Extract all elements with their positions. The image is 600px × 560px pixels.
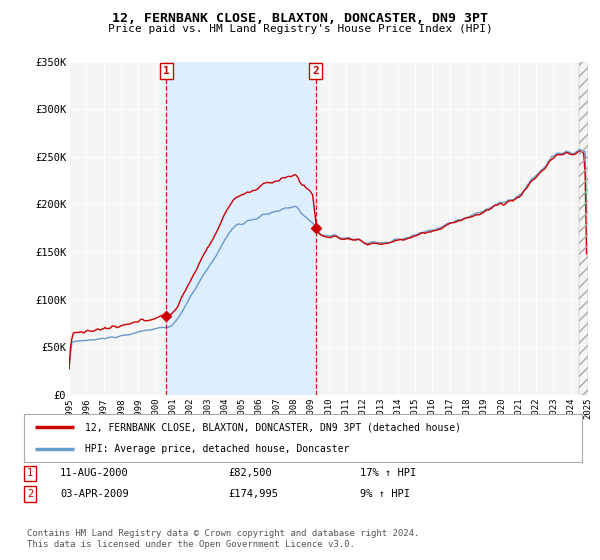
Text: £82,500: £82,500 <box>228 468 272 478</box>
Text: 1: 1 <box>163 66 170 76</box>
Text: Price paid vs. HM Land Registry's House Price Index (HPI): Price paid vs. HM Land Registry's House … <box>107 24 493 34</box>
Text: 9% ↑ HPI: 9% ↑ HPI <box>360 489 410 499</box>
Bar <box>580 62 588 395</box>
Text: 2: 2 <box>27 489 33 499</box>
Text: Contains HM Land Registry data © Crown copyright and database right 2024.
This d: Contains HM Land Registry data © Crown c… <box>27 529 419 549</box>
Text: 17% ↑ HPI: 17% ↑ HPI <box>360 468 416 478</box>
Text: 11-AUG-2000: 11-AUG-2000 <box>60 468 129 478</box>
Text: 12, FERNBANK CLOSE, BLAXTON, DONCASTER, DN9 3PT: 12, FERNBANK CLOSE, BLAXTON, DONCASTER, … <box>112 12 488 25</box>
Text: £174,995: £174,995 <box>228 489 278 499</box>
Text: 12, FERNBANK CLOSE, BLAXTON, DONCASTER, DN9 3PT (detached house): 12, FERNBANK CLOSE, BLAXTON, DONCASTER, … <box>85 422 461 432</box>
Text: 03-APR-2009: 03-APR-2009 <box>60 489 129 499</box>
Bar <box>166 62 316 395</box>
Text: 2: 2 <box>312 66 319 76</box>
Text: HPI: Average price, detached house, Doncaster: HPI: Average price, detached house, Donc… <box>85 444 350 454</box>
Text: 1: 1 <box>27 468 33 478</box>
